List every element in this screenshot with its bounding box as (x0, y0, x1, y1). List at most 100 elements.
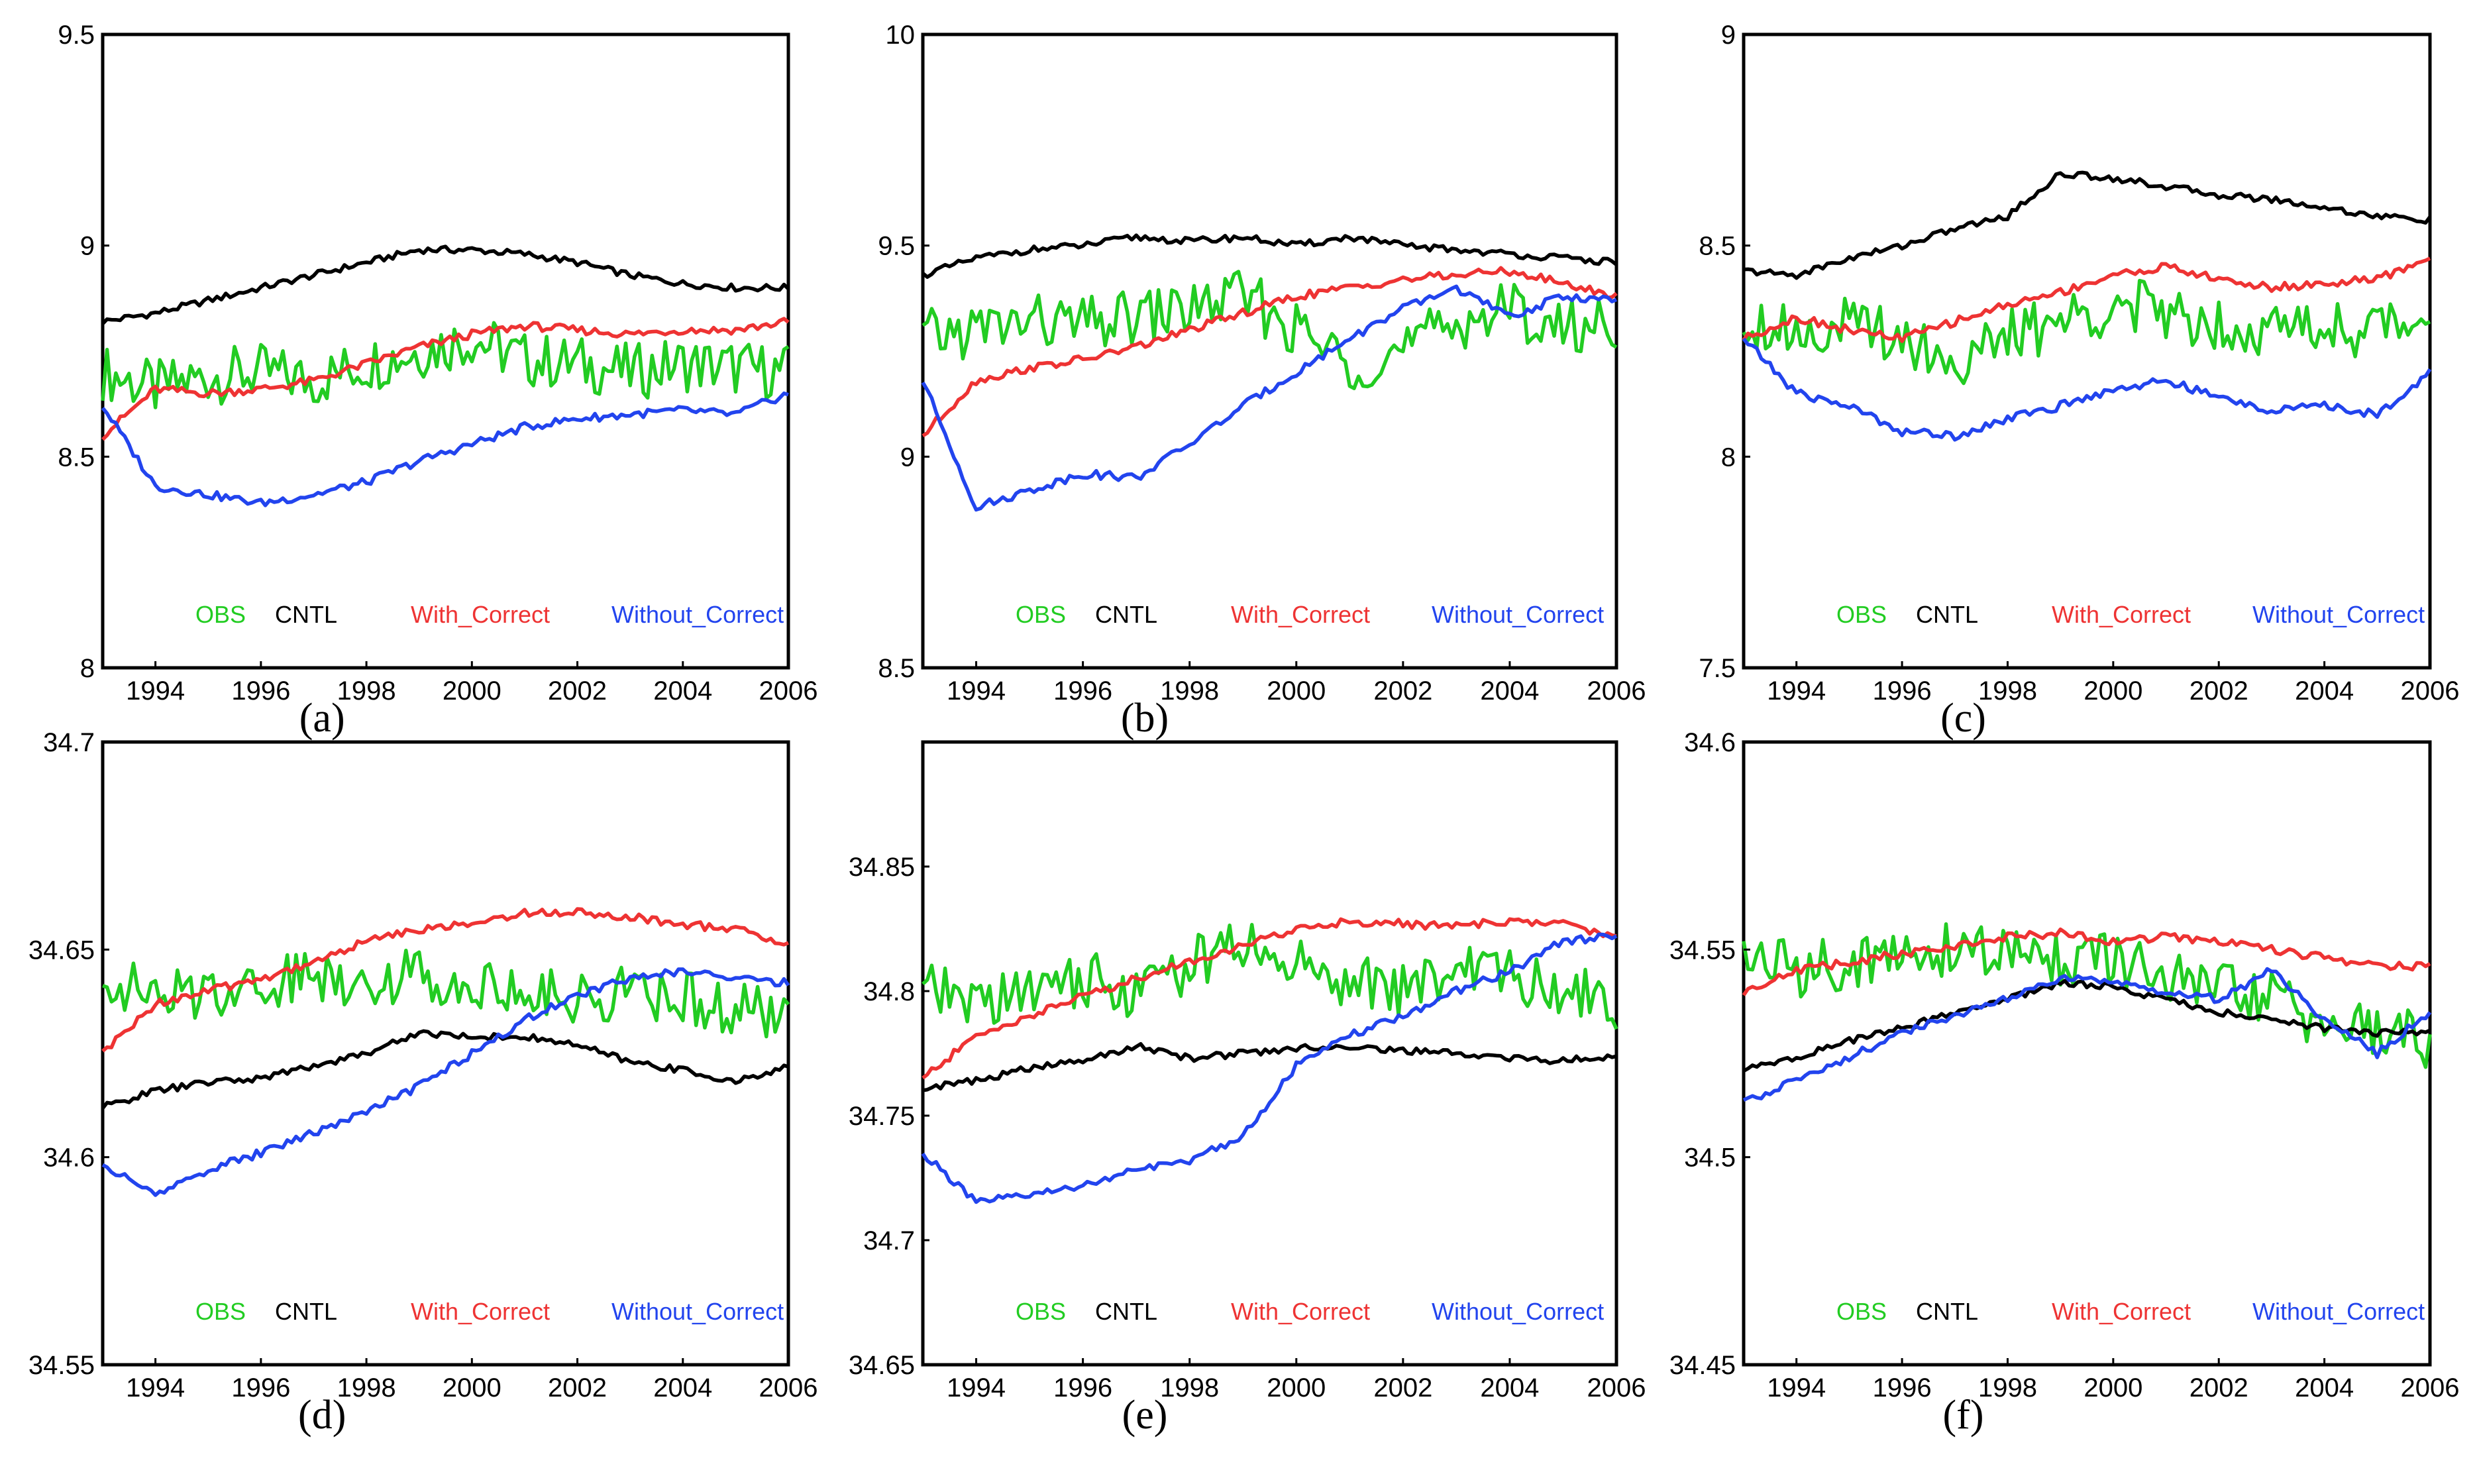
legend-entry-without-correct: Without_Correct (1432, 601, 1604, 628)
y-tick-label: 34.55 (1669, 935, 1736, 965)
series-line-cntl (1743, 170, 2432, 280)
plot-frame (921, 32, 1618, 670)
legend-entry-cntl: CNTL (1095, 1298, 1157, 1325)
legend-entry-cntl: CNTL (1916, 1298, 1978, 1325)
panel-label: (f) (1943, 1393, 1984, 1438)
series-line-obs (102, 948, 790, 1039)
x-tick-label: 2002 (1373, 1373, 1432, 1403)
plot-frame (1742, 32, 2432, 670)
legend-entry-with-correct: With_Correct (2052, 601, 2191, 628)
series-line-without-correct (101, 391, 789, 507)
x-tick-label: 2000 (1267, 676, 1326, 706)
legend-entry-obs: OBS (1836, 1298, 1887, 1325)
legend-entry-without-correct: Without_Correct (1432, 1298, 1604, 1325)
x-tick-label: 1996 (1873, 676, 1932, 706)
panel-label: (e) (1122, 1393, 1168, 1438)
legend-entry-without-correct: Without_Correct (611, 601, 784, 628)
legend-entry-cntl: CNTL (1916, 601, 1978, 628)
panel-f: 34.45 34.5 34.55 34.6 1994 1996 1998 2000 2002 20… (1669, 728, 2460, 1438)
x-tick-label: 2002 (2189, 1373, 2248, 1403)
panel-c: 7.5 8 8.5 9 1994 1996 1998 2000 2002 2004 2006 OBS C… (1699, 21, 2459, 741)
y-tick-label: 8.5 (58, 443, 95, 472)
y-tick-label: 34.65 (28, 935, 95, 965)
legend-entry-without-correct: Without_Correct (2252, 1298, 2425, 1325)
x-tick-label: 1994 (126, 1373, 185, 1403)
y-tick-label: 34.6 (1684, 728, 1736, 757)
y-tick-label: 9 (80, 232, 95, 261)
series-line-cntl (922, 233, 1618, 279)
x-tick-label: 1996 (231, 676, 290, 706)
y-tick-label: 9.5 (58, 21, 95, 50)
y-tick-label: 34.75 (849, 1102, 915, 1131)
x-tick-label: 2002 (548, 676, 607, 706)
panel-d: 34.55 34.6 34.65 34.7 1994 1996 1998 2000 2002 20… (28, 728, 818, 1438)
series-line-without-correct (1742, 337, 2432, 442)
y-tick-label: 9.5 (878, 232, 915, 261)
y-tick-label: 9 (1721, 21, 1736, 50)
panel-label: (b) (1121, 696, 1169, 741)
y-tick-label: 34.65 (849, 1351, 915, 1380)
x-tick-label: 2002 (1373, 676, 1432, 706)
series-line-without-correct (1742, 967, 2432, 1102)
plot-frame (101, 740, 790, 1367)
x-tick-label: 2004 (653, 676, 712, 706)
x-tick-label: 2002 (548, 1373, 607, 1403)
y-tick-label: 34.5 (1684, 1143, 1736, 1173)
series-line-cntl (101, 1029, 789, 1110)
x-tick-label: 2000 (1267, 1373, 1326, 1403)
legend-entry-without-correct: Without_Correct (2252, 601, 2425, 628)
series-line-with-correct (101, 317, 790, 441)
y-tick-label: 34.7 (863, 1226, 915, 1255)
y-tick-label: 34.85 (849, 853, 915, 882)
series-line-with-correct (1742, 927, 2431, 996)
panel-b: 8.5 9 9.5 10 1994 1996 1998 2000 2002 2004 2006 OBS… (878, 21, 1646, 741)
x-tick-label: 1998 (337, 676, 396, 706)
legend-entry-without-correct: Without_Correct (611, 1298, 784, 1325)
x-tick-label: 1996 (1873, 1373, 1932, 1403)
x-tick-label: 1998 (1160, 1373, 1219, 1403)
x-tick-label: 2006 (2401, 676, 2460, 706)
x-tick-label: 1998 (337, 1373, 396, 1403)
series-line-without-correct (921, 932, 1618, 1204)
x-tick-label: 2002 (2189, 676, 2248, 706)
legend-entry-cntl: CNTL (275, 601, 337, 628)
series-line-without-correct (921, 284, 1618, 512)
legend-entry-with-correct: With_Correct (2052, 1298, 2191, 1325)
x-tick-label: 1994 (1767, 1373, 1826, 1403)
x-tick-label: 2000 (2083, 676, 2142, 706)
y-tick-label: 7.5 (1699, 654, 1736, 683)
y-tick-label: 10 (886, 21, 916, 50)
legend-entry-obs: OBS (1836, 601, 1887, 628)
series-line-obs (101, 321, 790, 409)
legend-entry-obs: OBS (1016, 1298, 1066, 1325)
y-tick-label: 8.5 (878, 654, 915, 683)
x-tick-label: 1994 (126, 676, 185, 706)
x-tick-label: 1994 (947, 676, 1006, 706)
x-tick-label: 2004 (1480, 676, 1539, 706)
x-tick-label: 1998 (1978, 676, 2037, 706)
panel-label: (d) (298, 1393, 346, 1438)
x-tick-label: 2006 (759, 676, 818, 706)
y-tick-label: 8 (80, 654, 95, 683)
x-tick-label: 2006 (759, 1373, 818, 1403)
plot-frame (921, 740, 1618, 1367)
panel-label: (c) (1940, 696, 1986, 741)
x-tick-label: 2006 (1587, 1373, 1646, 1403)
legend-entry-obs: OBS (1016, 601, 1066, 628)
x-tick-label: 1996 (1053, 1373, 1112, 1403)
legend-entry-obs: OBS (195, 1298, 246, 1325)
x-tick-label: 2000 (2083, 1373, 2142, 1403)
x-tick-label: 1998 (1978, 1373, 2037, 1403)
series-line-obs (1742, 278, 2431, 386)
series-line-obs (922, 923, 1618, 1030)
plot-frame (1742, 740, 2432, 1367)
series-line-with-correct (922, 917, 1617, 1080)
series-line-with-correct (101, 907, 790, 1053)
x-tick-label: 2000 (443, 1373, 501, 1403)
x-tick-label: 1998 (1160, 676, 1219, 706)
y-tick-label: 34.55 (28, 1351, 95, 1380)
series-line-cntl (922, 1041, 1617, 1092)
legend-entry-with-correct: With_Correct (1231, 601, 1370, 628)
series-line-obs (922, 270, 1618, 390)
